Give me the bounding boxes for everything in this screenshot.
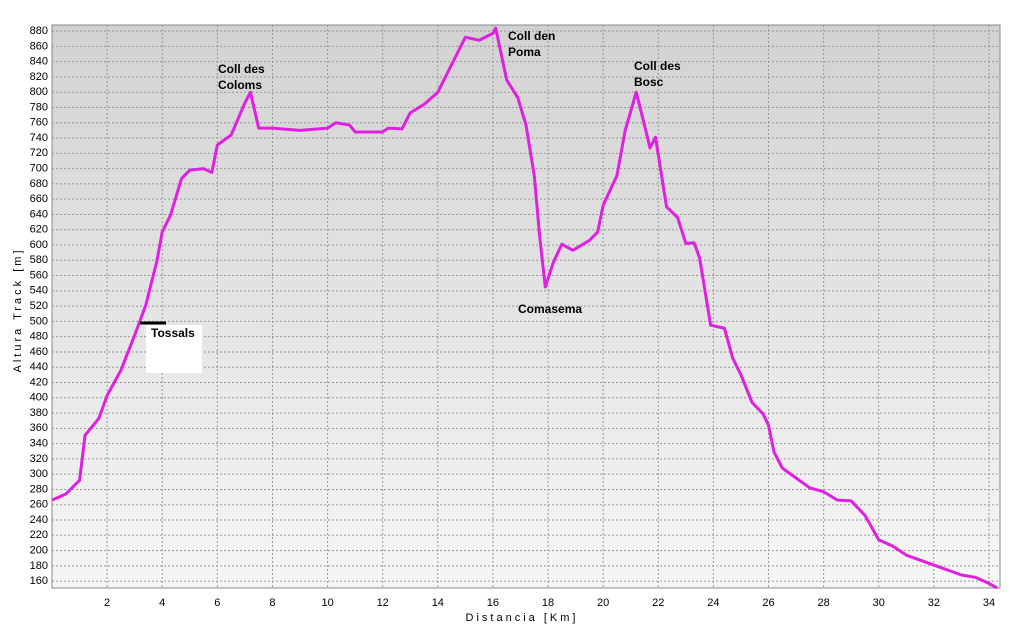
y-tick-label: 260 [30,499,48,511]
y-tick-label: 180 [30,560,48,572]
annotation: Tossals [151,326,195,340]
y-axis-title: Altura Track [m] [12,247,24,372]
y-tick-label: 440 [30,361,48,373]
y-tick-label: 700 [30,163,48,175]
y-tick-label: 400 [30,392,48,404]
annotation: Poma [508,45,541,59]
y-tick-label: 680 [30,178,48,190]
y-tick-label: 620 [30,224,48,236]
y-tick-label: 560 [30,269,48,281]
y-tick-label: 880 [30,25,48,37]
y-tick-label: 540 [30,285,48,297]
y-tick-label: 760 [30,117,48,129]
x-tick-label: 8 [269,597,275,609]
x-tick-label: 18 [542,597,554,609]
y-tick-label: 240 [30,514,48,526]
x-tick-label: 34 [983,597,995,609]
x-tick-label: 22 [652,597,664,609]
x-tick-label: 4 [159,597,165,609]
y-tick-label: 840 [30,56,48,68]
y-tick-label: 320 [30,453,48,465]
annotation: Coll des [218,62,265,76]
x-tick-label: 26 [762,597,774,609]
x-tick-label: 6 [214,597,220,609]
y-tick-label: 360 [30,422,48,434]
x-tick-label: 24 [707,597,719,609]
y-tick-label: 600 [30,239,48,251]
elevation-line [51,26,998,590]
x-tick-label: 28 [818,597,830,609]
x-tick-label: 14 [432,597,444,609]
y-tick-label: 740 [30,132,48,144]
x-tick-label: 32 [928,597,940,609]
x-tick-label: 10 [321,597,333,609]
x-axis-title: Distancia [Km] [466,612,579,624]
y-tick-label: 860 [30,40,48,52]
x-tick-label: 30 [873,597,885,609]
y-tick-label: 820 [30,71,48,83]
y-tick-label: 500 [30,315,48,327]
y-tick-label: 660 [30,193,48,205]
annotation: Comasema [518,302,582,316]
y-tick-label: 200 [30,544,48,556]
y-tick-label: 340 [30,438,48,450]
y-tick-label: 720 [30,147,48,159]
y-tick-label: 800 [30,86,48,98]
y-tick-label: 220 [30,529,48,541]
x-tick-label: 20 [597,597,609,609]
annotation: Coloms [218,78,262,92]
y-tick-label: 640 [30,208,48,220]
y-tick-label: 520 [30,300,48,312]
y-tick-label: 280 [30,483,48,495]
y-tick-label: 420 [30,376,48,388]
label-box [146,325,202,373]
x-tick-label: 12 [377,597,389,609]
y-tick-label: 160 [30,575,48,587]
x-tick-label: 16 [487,597,499,609]
y-tick-label: 580 [30,254,48,266]
y-tick-label: 480 [30,331,48,343]
annotation: Coll den [508,29,555,43]
x-tick-label: 2 [104,597,110,609]
y-tick-label: 460 [30,346,48,358]
annotation: Coll des [634,59,681,73]
annotation: Bosc [634,75,664,89]
y-tick-label: 780 [30,101,48,113]
y-tick-label: 380 [30,407,48,419]
y-tick-label: 300 [30,468,48,480]
